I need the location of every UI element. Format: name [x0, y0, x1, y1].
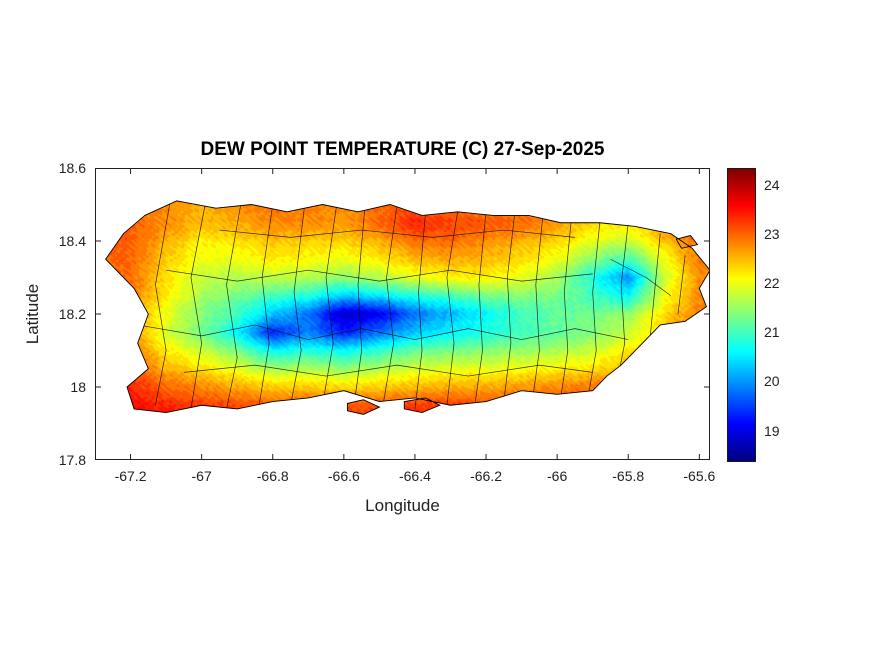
colorbar-tick-label: 20	[764, 373, 780, 390]
x-tick-label: -66.4	[398, 468, 431, 484]
x-tick-label: -67	[191, 468, 212, 484]
y-tick-label: 18	[70, 379, 86, 395]
x-tick-label: -65.8	[612, 468, 645, 484]
x-tick-label: -67.2	[114, 468, 147, 484]
plot-area	[95, 168, 710, 460]
x-tick-label: -66.8	[256, 468, 289, 484]
colorbar-tick-label: 24	[764, 177, 780, 194]
y-tick-label: 18.6	[58, 160, 86, 176]
y-tick-label: 18.4	[58, 233, 86, 249]
y-tick-label: 18.2	[58, 306, 86, 322]
x-tick-label: -66.2	[470, 468, 502, 484]
y-tick-label: 17.8	[58, 452, 86, 468]
y-axis-label: Latitude	[23, 283, 42, 345]
colorbar-tick-label: 22	[764, 275, 780, 292]
colorbar-tick-label: 23	[764, 226, 780, 243]
x-tick-label: -66	[547, 468, 568, 484]
x-tick-label: -66.6	[327, 468, 360, 484]
x-tick-label: -65.6	[683, 468, 716, 484]
colorbar-gradient	[728, 169, 755, 461]
colorbar-tick-label: 21	[764, 324, 780, 341]
chart-title: DEW POINT TEMPERATURE (C) 27-Sep-2025	[200, 139, 605, 160]
colorbar-tick-label: 19	[764, 422, 780, 439]
heatmap-canvas	[95, 168, 710, 460]
colorbar	[727, 168, 756, 462]
x-axis-label: Longitude	[365, 496, 440, 515]
